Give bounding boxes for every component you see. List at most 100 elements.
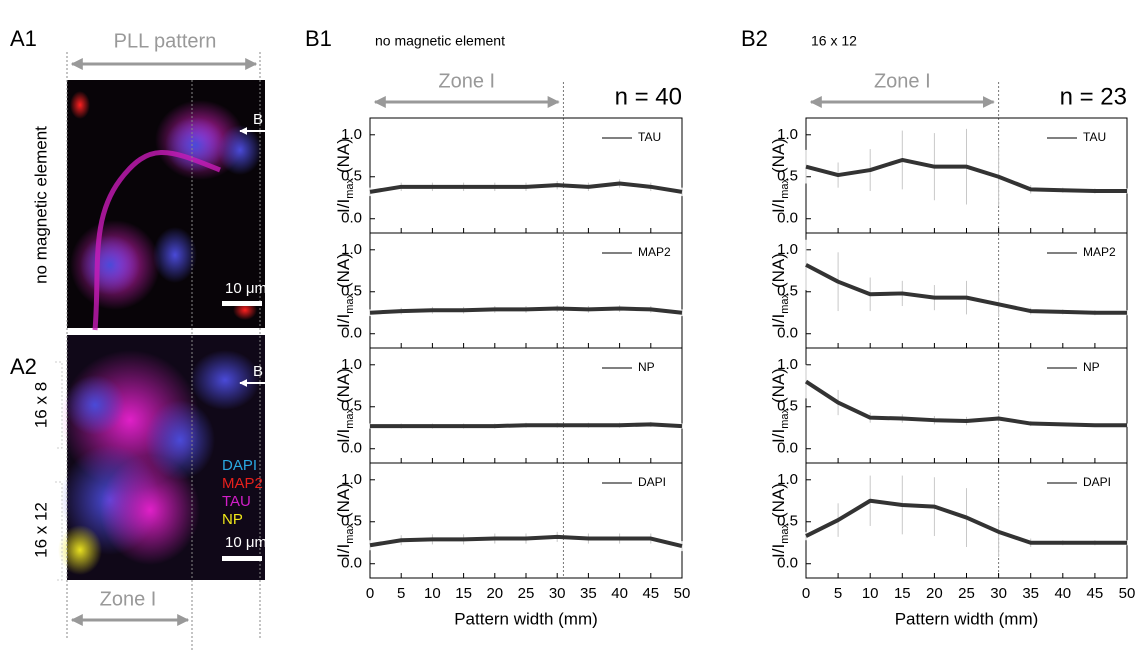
legend-label: NP xyxy=(1083,360,1100,374)
y-tick-label: 1.0 xyxy=(777,356,798,373)
y-label-sub: max xyxy=(779,178,791,199)
x-tick-label: 15 xyxy=(455,585,472,602)
scale-label: 10 μm xyxy=(225,280,267,297)
y-tick-label: 1.0 xyxy=(341,471,362,488)
y-label-sub: max xyxy=(344,293,356,314)
y-tick-label: 0.0 xyxy=(777,440,798,457)
legend-label: DAPI xyxy=(638,475,666,489)
y-label-sub: max xyxy=(779,523,791,544)
mean-line xyxy=(369,306,683,315)
bracket xyxy=(55,361,63,581)
scale-label: 10 μm xyxy=(225,534,267,551)
n-label: n = 40 xyxy=(615,83,682,110)
channel-label: TAU xyxy=(222,493,251,510)
panel-label: B1 xyxy=(305,26,332,51)
x-tick-label: 50 xyxy=(674,585,691,602)
y-label-unit: (NA) xyxy=(769,483,788,518)
y-tick-label: 0.5 xyxy=(777,398,798,415)
scale-bar xyxy=(222,556,262,561)
y-label-unit: (NA) xyxy=(334,253,353,288)
y-axis-label: I/Imax (NA) xyxy=(334,253,355,328)
y-label-main: I/I xyxy=(769,314,788,328)
mean-line xyxy=(805,157,1127,194)
x-tick-label: 45 xyxy=(642,585,659,602)
arrow-label: B xyxy=(253,111,263,128)
y-label-sub: max xyxy=(779,408,791,429)
x-tick-label: 10 xyxy=(862,585,879,602)
mean-line xyxy=(805,263,1127,315)
y-tick-label: 0.5 xyxy=(341,283,362,300)
y-axis-label: I/Imax (NA) xyxy=(769,138,790,213)
plot-frame xyxy=(369,347,683,464)
zone-label: Zone I xyxy=(874,70,931,92)
y-label-main: I/I xyxy=(334,544,353,558)
x-tick-label: 5 xyxy=(397,585,405,602)
x-axis-label: Pattern width (mm) xyxy=(895,609,1039,628)
plot-frame xyxy=(369,232,683,349)
y-tick-label: 0.0 xyxy=(777,210,798,227)
x-axis-label: Pattern width (mm) xyxy=(454,609,598,628)
panel-subtitle: 16 x 12 xyxy=(811,33,857,49)
scale-bar xyxy=(222,301,262,306)
y-label-sub: max xyxy=(344,408,356,429)
plot-frame xyxy=(369,462,683,579)
y-label-sub: max xyxy=(779,293,791,314)
legend-label: MAP2 xyxy=(1083,245,1116,259)
channel-label: MAP2 xyxy=(222,475,263,492)
zone-label: Zone I xyxy=(100,588,157,610)
side-label: no magnetic element xyxy=(31,126,50,284)
y-axis-label: I/Imax (NA) xyxy=(334,368,355,443)
x-tick-label: 20 xyxy=(926,585,943,602)
micrograph-a2 xyxy=(58,335,265,580)
y-tick-label: 0.0 xyxy=(341,555,362,572)
y-tick-label: 0.0 xyxy=(341,325,362,342)
y-tick-label: 0.5 xyxy=(777,513,798,530)
zone-label: Zone I xyxy=(438,70,495,92)
x-tick-label: 0 xyxy=(366,585,374,602)
panel-label: A1 xyxy=(10,26,37,51)
x-tick-label: 30 xyxy=(549,585,566,602)
y-label-main: I/I xyxy=(334,199,353,213)
y-label-main: I/I xyxy=(769,429,788,443)
y-tick-label: 1.0 xyxy=(777,241,798,258)
y-axis-label: I/Imax (NA) xyxy=(334,483,355,558)
guide-lines xyxy=(66,52,261,650)
x-tick-label: 5 xyxy=(834,585,842,602)
channel-label: NP xyxy=(222,511,243,528)
legend-label: NP xyxy=(638,360,655,374)
y-label-main: I/I xyxy=(769,199,788,213)
x-tick-label: 50 xyxy=(1119,585,1136,602)
x-tick-label: 35 xyxy=(580,585,597,602)
y-tick-label: 0.5 xyxy=(341,398,362,415)
y-tick-label: 0.5 xyxy=(341,513,362,530)
x-tick-label: 25 xyxy=(958,585,975,602)
y-label-sub: max xyxy=(344,178,356,199)
y-label-sub: max xyxy=(344,523,356,544)
y-tick-label: 1.0 xyxy=(341,356,362,373)
y-tick-label: 0.0 xyxy=(777,555,798,572)
mean-line xyxy=(369,534,683,549)
legend-label: DAPI xyxy=(1083,475,1111,489)
x-tick-label: 35 xyxy=(1022,585,1039,602)
x-tick-label: 30 xyxy=(990,585,1007,602)
y-tick-label: 0.0 xyxy=(341,210,362,227)
x-tick-label: 15 xyxy=(894,585,911,602)
x-tick-label: 40 xyxy=(1054,585,1071,602)
y-tick-label: 1.0 xyxy=(341,241,362,258)
x-tick-label: 0 xyxy=(802,585,810,602)
y-label-main: I/I xyxy=(334,314,353,328)
y-axis-label: I/Imax (NA) xyxy=(769,483,790,558)
y-label-main: I/I xyxy=(334,429,353,443)
y-axis-label: I/Imax (NA) xyxy=(769,253,790,328)
channel-label: DAPI xyxy=(222,457,257,474)
plot-frame xyxy=(805,347,1128,464)
panel-label: B2 xyxy=(741,26,768,51)
legend-label: TAU xyxy=(1083,130,1106,144)
x-tick-label: 20 xyxy=(486,585,503,602)
plot-frame xyxy=(369,117,683,234)
legend-label: MAP2 xyxy=(638,245,671,259)
y-label-unit: (NA) xyxy=(769,368,788,403)
y-tick-label: 1.0 xyxy=(341,126,362,143)
y-label-unit: (NA) xyxy=(334,368,353,403)
